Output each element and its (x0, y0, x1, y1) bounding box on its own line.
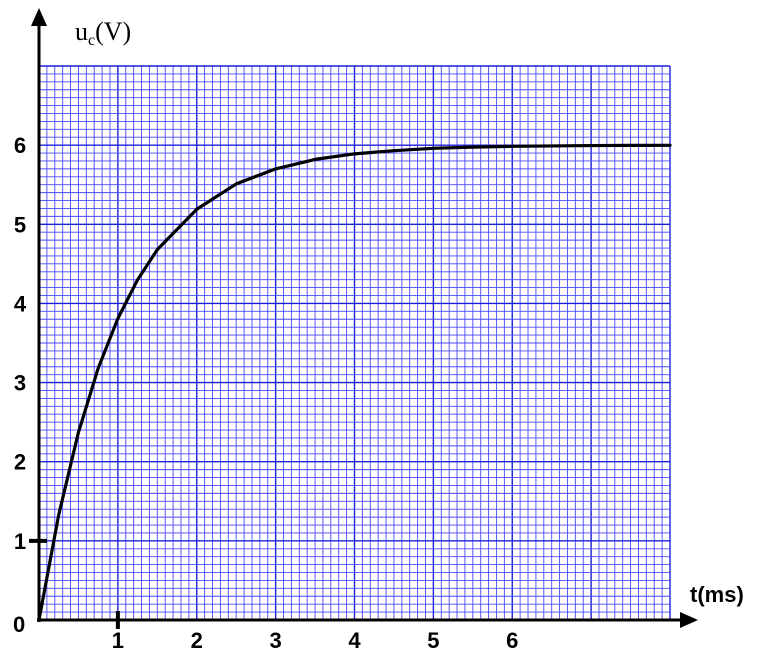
y-tick-label: 4 (14, 291, 27, 316)
x-tick-label: 3 (270, 628, 282, 653)
y-axis-title: uc(V) (75, 17, 131, 49)
x-tick-label: 4 (348, 628, 361, 653)
y-tick-label: 5 (14, 212, 26, 237)
series-line-uc (37, 143, 672, 622)
x-tick-label: 6 (506, 628, 518, 653)
x-tick-label: 2 (191, 628, 203, 653)
y-tick-label: 6 (14, 133, 26, 158)
y-axis-arrowhead (31, 8, 47, 26)
y-tick-label: 1 (14, 529, 26, 554)
grid (38, 65, 671, 621)
x-axis-arrowhead (680, 612, 698, 628)
x-tick-label: 5 (427, 628, 439, 653)
y-tick-label: 2 (14, 450, 26, 475)
labels: uc(V) t(ms) 0 1 2 3 4 5 6 1 2 3 4 5 6 (13, 17, 744, 653)
y-tick-label: 3 (14, 371, 26, 396)
axes (29, 8, 698, 629)
curve-layer (37, 143, 672, 622)
origin-label: 0 (13, 612, 25, 637)
x-tick-label: 1 (112, 628, 124, 653)
x-axis-title: t(ms) (690, 582, 744, 607)
